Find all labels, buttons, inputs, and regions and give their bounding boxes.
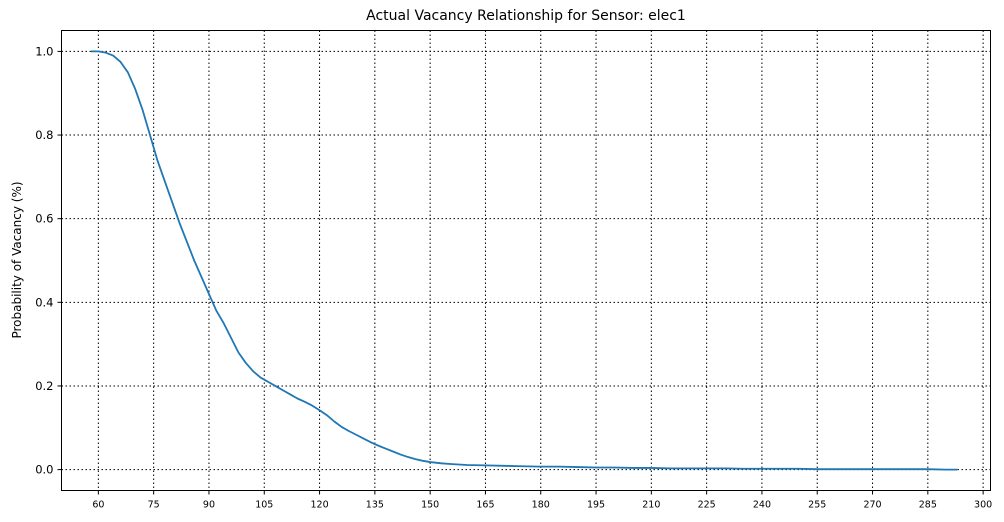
x-tick-label: 90: [203, 500, 215, 511]
y-axis-label: Probability of Vacancy (%): [10, 181, 24, 338]
y-tick-label: 0.2: [35, 379, 53, 393]
x-tick-label: 120: [310, 500, 328, 511]
y-tick-label: 0.0: [35, 463, 53, 477]
x-tick-label: 270: [863, 500, 881, 511]
x-tick-label: 75: [148, 500, 160, 511]
x-tick-label: 195: [587, 500, 605, 511]
x-tick-label: 210: [642, 500, 660, 511]
chart-title: Actual Vacancy Relationship for Sensor: …: [366, 8, 686, 24]
y-tick-label: 0.6: [35, 212, 53, 226]
x-tick-label: 300: [974, 500, 992, 511]
y-tick-label: 1.0: [35, 44, 53, 58]
x-tick-label: 285: [919, 500, 937, 511]
x-tick-label: 180: [532, 500, 550, 511]
grid-layer: [61, 30, 991, 491]
x-tick-label: 255: [808, 500, 826, 511]
y-tick-label: 0.4: [35, 295, 53, 309]
x-tick-label: 60: [92, 500, 104, 511]
x-tick-label: 105: [255, 500, 273, 511]
x-tick-label: 165: [476, 500, 494, 511]
x-tick-label: 135: [366, 500, 384, 511]
x-tick-label: 225: [698, 500, 716, 511]
y-tick-label: 0.8: [35, 128, 53, 142]
x-tick-label: 150: [421, 500, 439, 511]
series-layer: [90, 50, 958, 471]
x-tick-label: 240: [753, 500, 771, 511]
series-line-0: [90, 50, 958, 471]
plot-frame: [61, 30, 991, 491]
tick-layer: 60 75 90 105 120 135 150 165 180 195 210 225 240 255 2…: [35, 44, 992, 510]
